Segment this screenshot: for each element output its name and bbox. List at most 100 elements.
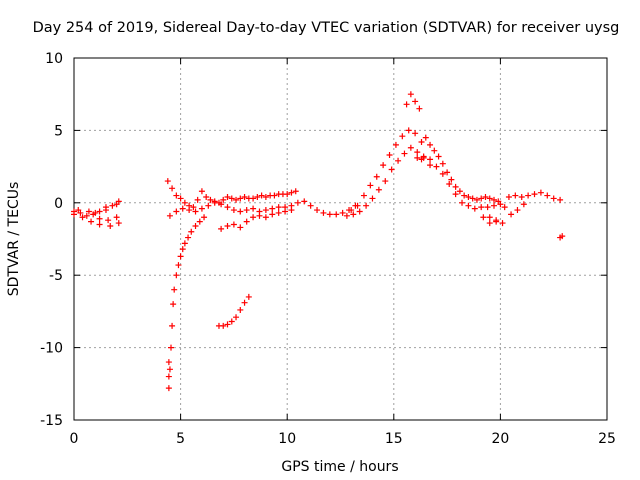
x-axis-label: GPS time / hours <box>281 459 398 475</box>
data-point <box>456 188 463 195</box>
data-point <box>71 211 77 218</box>
data-point <box>444 169 451 176</box>
data-point <box>96 215 103 222</box>
data-point <box>109 202 116 209</box>
data-point <box>395 157 402 164</box>
y-tick-label: 10 <box>45 51 63 67</box>
data-point <box>233 314 240 321</box>
data-point <box>388 166 395 173</box>
data-point <box>96 208 103 215</box>
data-point <box>380 162 387 169</box>
plot-frame <box>73 57 608 421</box>
data-point <box>427 162 434 169</box>
data-point <box>354 202 361 209</box>
data-point <box>493 217 500 224</box>
data-point <box>165 373 172 380</box>
data-point <box>171 286 178 293</box>
data-point <box>307 202 314 209</box>
data-point <box>220 322 227 329</box>
data-point <box>198 188 205 195</box>
data-point <box>198 205 205 212</box>
grid <box>74 58 607 420</box>
data-point <box>218 201 225 208</box>
data-point <box>486 220 493 227</box>
data-point <box>501 204 508 211</box>
data-point <box>241 194 248 201</box>
data-point <box>181 199 188 206</box>
data-point <box>275 209 282 216</box>
data-point <box>75 207 82 214</box>
data-point <box>369 195 376 202</box>
y-tick-label: -10 <box>40 341 63 357</box>
data-point <box>177 195 184 202</box>
data-point <box>203 194 210 201</box>
data-point <box>179 205 186 212</box>
data-point <box>113 214 120 221</box>
data-point <box>185 234 192 241</box>
data-point <box>243 207 250 214</box>
data-point <box>288 207 295 214</box>
data-point <box>250 214 257 221</box>
data-point <box>254 194 261 201</box>
data-point <box>237 195 244 202</box>
data-point <box>224 204 231 211</box>
data-point <box>211 199 218 206</box>
data-point <box>452 191 459 198</box>
y-tick-label: -5 <box>49 268 63 284</box>
data-point <box>250 195 257 202</box>
data-point <box>237 224 244 231</box>
data-point <box>465 194 472 201</box>
data-point <box>165 359 172 366</box>
data-point <box>559 233 566 240</box>
data-point <box>224 222 231 229</box>
data-point <box>439 170 446 177</box>
x-tick-label: 0 <box>70 431 79 447</box>
x-tick-label: 20 <box>491 431 509 447</box>
data-point <box>531 191 538 198</box>
data-point <box>224 194 231 201</box>
data-point <box>192 208 199 215</box>
data-point <box>499 220 506 227</box>
data-point <box>544 192 551 199</box>
y-tick-label: -15 <box>40 413 63 429</box>
data-point <box>92 209 99 216</box>
data-point <box>392 141 399 148</box>
data-point <box>459 199 466 206</box>
data-point <box>418 138 425 145</box>
data-point <box>88 218 95 225</box>
y-axis-label: SDTVAR / TECUs <box>6 182 22 297</box>
data-point <box>301 198 308 205</box>
data-point <box>169 185 176 192</box>
data-point <box>196 218 203 225</box>
data-point <box>237 208 244 215</box>
data-point <box>207 196 214 203</box>
data-point <box>382 178 389 185</box>
data-point <box>448 176 455 183</box>
data-point <box>491 196 498 203</box>
data-point <box>446 180 453 187</box>
data-point <box>484 204 491 211</box>
data-point <box>375 186 382 193</box>
data-point <box>243 218 250 225</box>
data-point <box>115 220 122 227</box>
data-point <box>339 209 346 216</box>
data-point <box>433 163 440 170</box>
data-point <box>269 205 276 212</box>
data-point <box>537 189 544 196</box>
data-point <box>271 192 278 199</box>
data-point <box>414 154 421 161</box>
data-point <box>173 272 180 279</box>
data-point <box>258 192 265 199</box>
data-point <box>525 192 532 199</box>
data-points <box>71 91 566 392</box>
data-point <box>482 194 489 201</box>
data-point <box>250 205 257 212</box>
data-point <box>427 141 434 148</box>
data-point <box>241 299 248 306</box>
data-point <box>96 221 103 228</box>
data-point <box>228 195 235 202</box>
data-point <box>405 127 412 134</box>
data-point <box>333 211 340 218</box>
data-point <box>83 212 90 219</box>
